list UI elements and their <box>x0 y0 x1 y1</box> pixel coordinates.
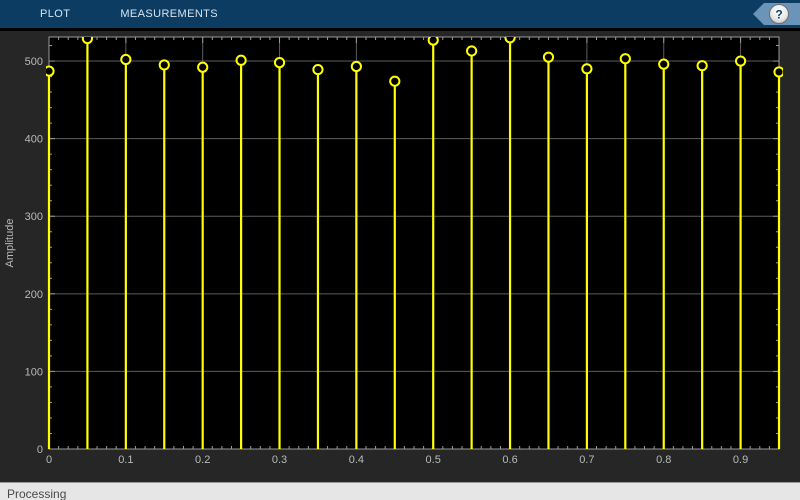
help-icon: ? <box>775 8 782 22</box>
y-tick-label: 0 <box>37 444 43 456</box>
stem-marker <box>504 37 516 44</box>
stem-marker <box>734 55 747 67</box>
stem-marker <box>619 53 631 65</box>
stem-marker <box>312 63 324 76</box>
toolstrip-divider <box>0 28 800 31</box>
status-text: Processing <box>7 487 67 500</box>
y-tick-label: 300 <box>25 211 43 223</box>
help-button[interactable] <box>769 4 789 24</box>
stem-marker <box>466 45 478 57</box>
figure-area: 0 0.1 0.2 0.3 0.4 0.5 0.6 0.7 0.8 0.9 0 100 200 300 40… <box>0 31 800 482</box>
x-tick-label: 0 <box>46 454 52 466</box>
help-banner[interactable]: ? <box>753 2 800 26</box>
stem-marker <box>235 54 247 66</box>
x-tick-label: 0.9 <box>733 454 748 466</box>
stem-marker <box>120 53 132 66</box>
stem-marker <box>81 37 94 45</box>
toolstrip: PLOT MEASUREMENTS ? <box>0 0 800 28</box>
tab-plot[interactable]: PLOT <box>40 8 71 20</box>
stem-marker <box>696 60 708 72</box>
stem-marker <box>273 57 286 69</box>
stem-marker <box>158 59 170 71</box>
stem-marker <box>197 61 209 73</box>
plot-canvas[interactable]: 0 0.1 0.2 0.3 0.4 0.5 0.6 0.7 0.8 0.9 0 100 200 300 40… <box>0 31 800 477</box>
stem-marker <box>427 37 439 46</box>
stem-marker <box>658 58 670 70</box>
y-axis-label: Amplitude <box>4 219 16 268</box>
x-tick-label: 0.3 <box>272 454 287 466</box>
stem-marker <box>581 63 593 75</box>
stem-marker <box>389 75 401 87</box>
y-tick-label: 500 <box>25 56 43 68</box>
stem-marker <box>542 51 555 63</box>
status-bar: Processing <box>0 482 800 500</box>
x-tick-label: 0.5 <box>426 454 441 466</box>
y-tick-label: 400 <box>25 134 43 146</box>
x-tick-label: 0.2 <box>195 454 210 466</box>
x-tick-label: 0.6 <box>502 454 517 466</box>
stem-marker <box>773 66 783 78</box>
stem-marker <box>350 60 362 73</box>
x-tick-label: 0.4 <box>349 454 364 466</box>
tab-measurements[interactable]: MEASUREMENTS <box>120 8 219 20</box>
stem-series <box>46 37 783 449</box>
stem-marker <box>46 65 55 77</box>
y-tick-label: 100 <box>25 366 43 378</box>
x-tick-label: 0.8 <box>656 454 671 466</box>
plot-background <box>49 37 779 449</box>
y-tick-label: 200 <box>25 289 43 301</box>
x-tick-label: 0.7 <box>579 454 594 466</box>
x-tick-label: 0.1 <box>118 454 133 466</box>
